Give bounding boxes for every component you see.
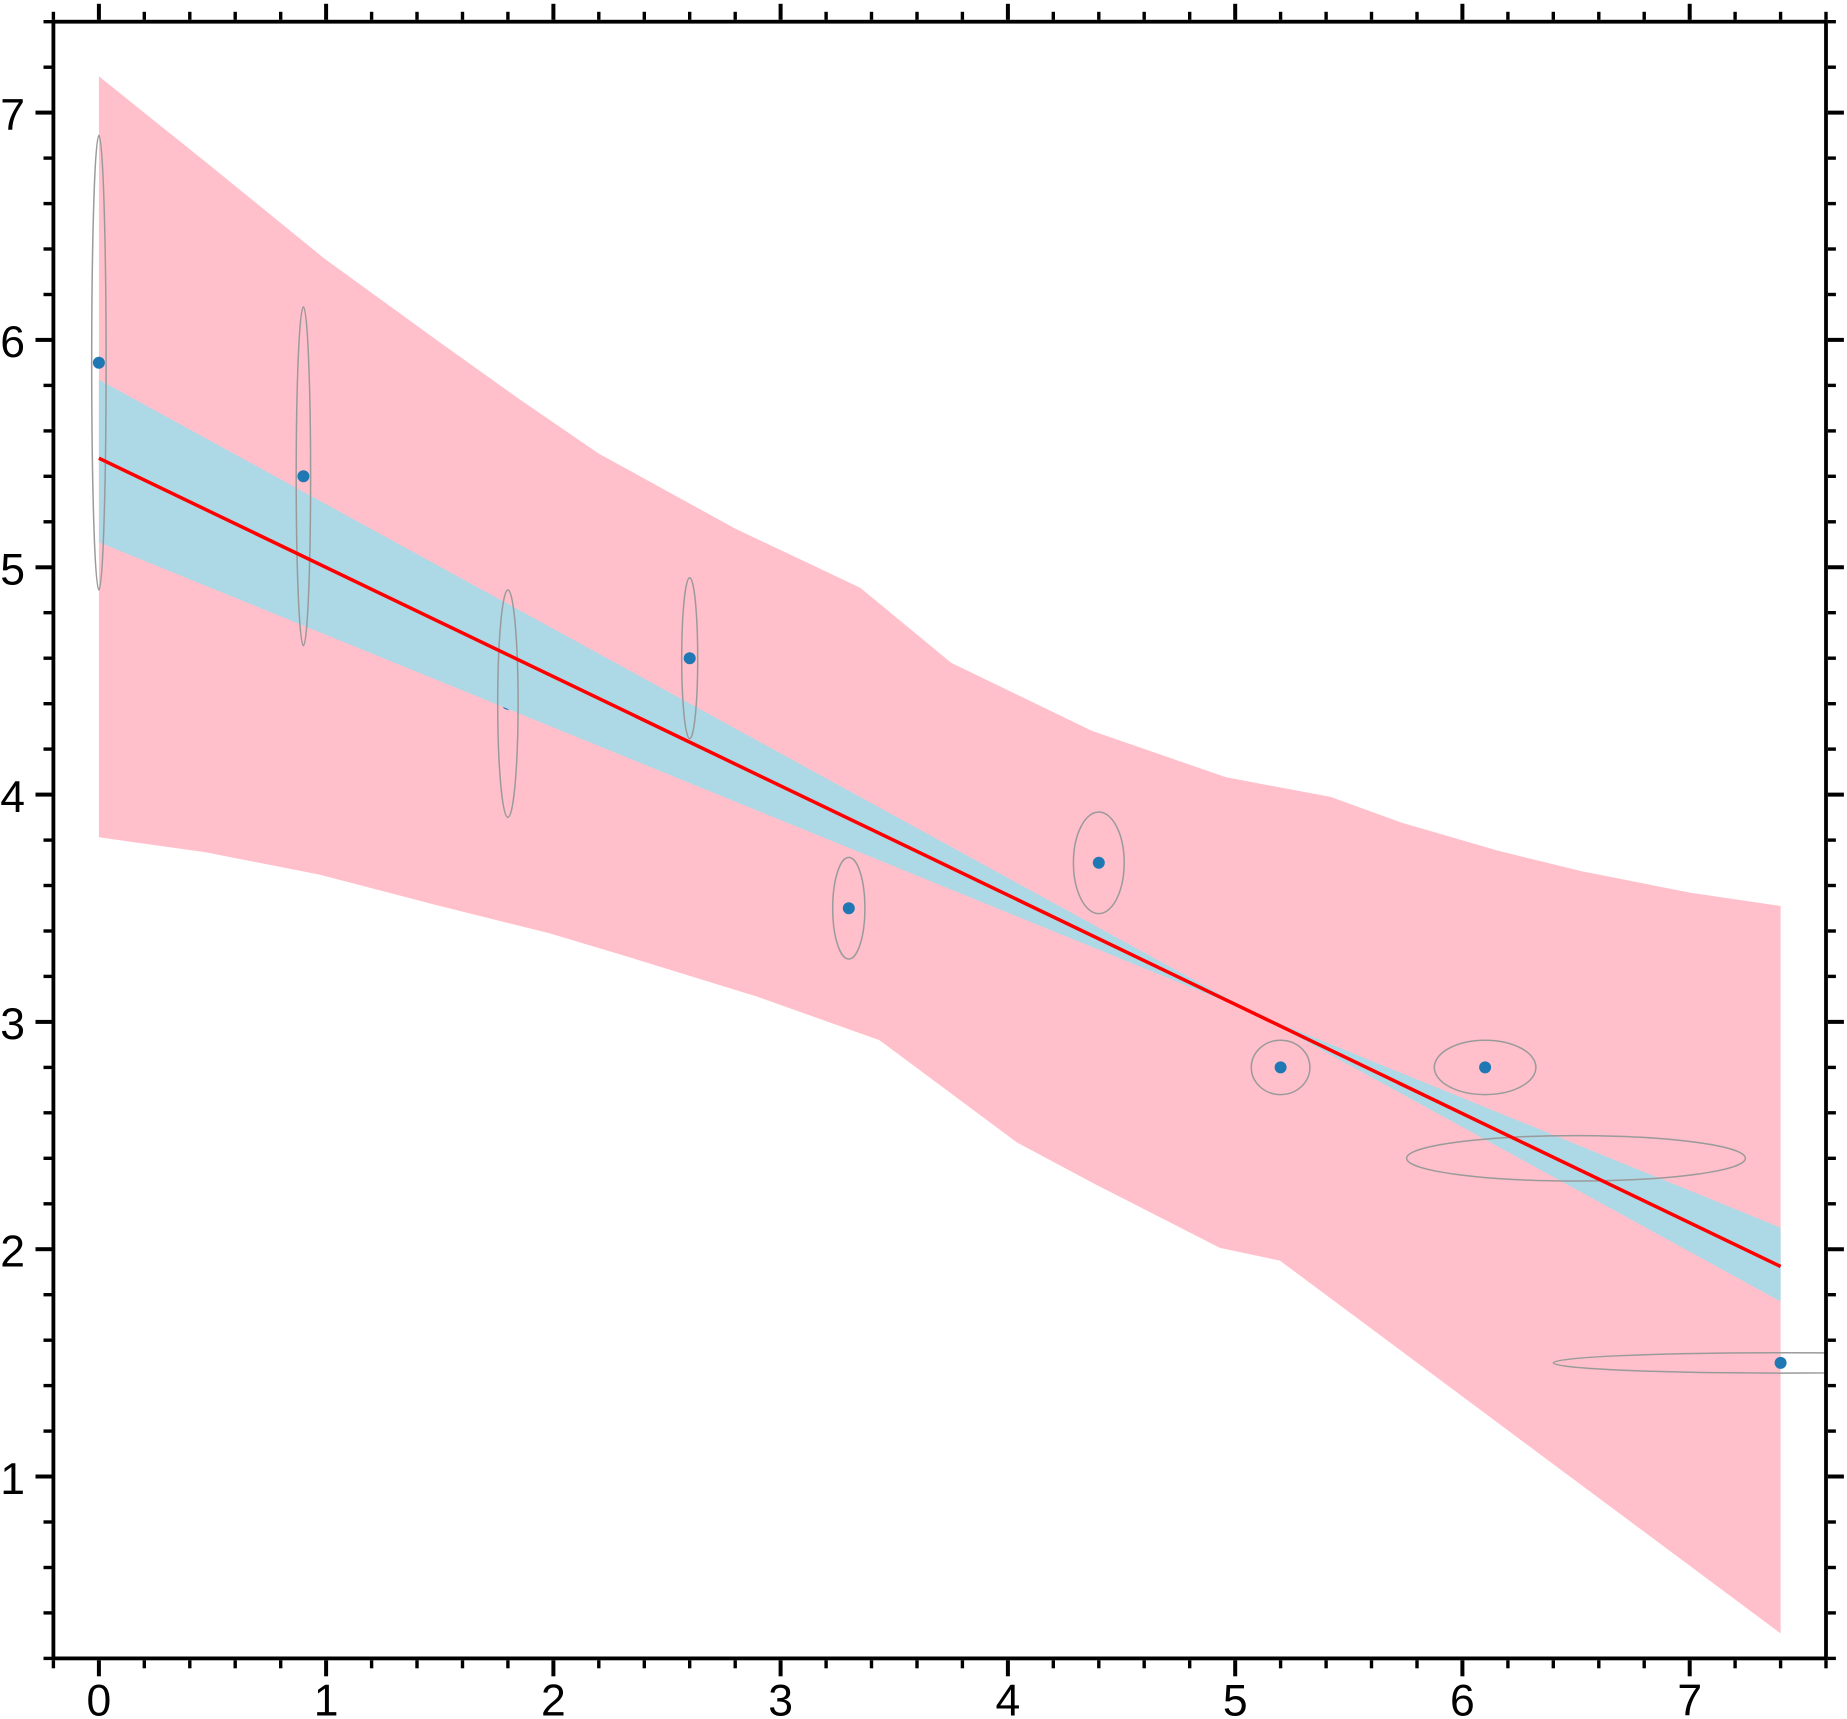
svg-text:7: 7 (0, 91, 25, 140)
svg-text:1: 1 (0, 1455, 25, 1504)
svg-text:5: 5 (0, 546, 25, 595)
svg-text:5: 5 (1223, 1677, 1248, 1719)
svg-text:4: 4 (0, 773, 25, 822)
svg-text:4: 4 (996, 1677, 1021, 1719)
svg-text:2: 2 (0, 1228, 25, 1277)
svg-text:6: 6 (0, 318, 25, 367)
svg-text:1: 1 (314, 1677, 339, 1719)
svg-text:6: 6 (1450, 1677, 1475, 1719)
svg-text:3: 3 (768, 1677, 793, 1719)
svg-text:0: 0 (87, 1677, 112, 1719)
svg-text:2: 2 (541, 1677, 566, 1719)
svg-text:3: 3 (0, 1000, 25, 1049)
svg-text:7: 7 (1677, 1677, 1702, 1719)
